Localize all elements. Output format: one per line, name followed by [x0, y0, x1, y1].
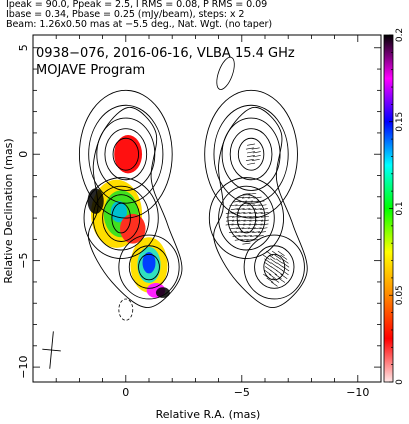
right-contour-1-1: [227, 194, 266, 242]
y-tick-label: −10: [17, 355, 30, 378]
left-contour-1-2: [92, 185, 150, 251]
axis-ticks: 0 −5 −10 5 0 −5 −10: [17, 35, 382, 399]
header-line-2: Ibase = 0.34, Pbase = 0.25 (mJy/beam), s…: [6, 9, 245, 20]
x-tick-label: −5: [234, 386, 250, 399]
polarization-vectors-2: [245, 143, 261, 165]
polarization-dark-edge-2: [155, 287, 170, 298]
right-contour-1-3: [208, 177, 285, 259]
right-contour-1-2: [218, 185, 275, 251]
left-contour-0-4: [78, 89, 173, 219]
colorbar-tick-label: 0.2: [395, 28, 405, 42]
left-outer-contour: [87, 106, 183, 308]
x-tick-label: −10: [346, 386, 369, 399]
map-contours: [42, 56, 308, 369]
chart-title: 0938−076, 2016-06-16, VLBA 15.4 GHz: [36, 46, 295, 61]
plot-border: [32, 34, 382, 383]
polarization-patch-7: [142, 252, 156, 274]
left-contour-2-2: [118, 234, 180, 300]
right-contour-2-2: [243, 234, 305, 300]
left-contour-1-0: [111, 202, 131, 234]
y-tick-label: 5: [17, 44, 30, 51]
left-contour-1-1: [102, 194, 141, 242]
right-contour-0-3: [213, 104, 289, 204]
left-contour-0-3: [88, 104, 164, 204]
colorbar: 0 0.05 0.1 0.15 0.2: [383, 28, 405, 385]
right-contour-2-0: [263, 253, 286, 281]
left-contour-2-0: [138, 253, 160, 281]
colorbar-tick-label: 0.05: [395, 285, 405, 305]
colorbar-tick-label: 0: [395, 379, 405, 385]
plot-frame: [32, 34, 382, 383]
y-tick-label: −5: [17, 253, 30, 269]
satellite-contour: [216, 56, 235, 90]
negative-contour: [118, 298, 134, 321]
colorbar-tick-label: 0.1: [395, 201, 405, 215]
left-contour-2-1: [128, 245, 170, 289]
y-tick-label: 0: [17, 151, 30, 158]
right-contour-0-4: [204, 89, 298, 219]
right-contour-0-0: [237, 137, 265, 171]
right-outer-contour: [213, 106, 308, 308]
right-contour-2-1: [254, 245, 295, 289]
beam-minor-axis: [42, 348, 61, 352]
left-contour-0-0: [112, 137, 140, 171]
left-contour-1-3: [83, 177, 159, 259]
left-contour-0-1: [104, 128, 148, 181]
polarization-vectors-0: [225, 192, 269, 245]
header-line-1: Ipeak = 90.0, Ppeak = 2.5, I RMS = 0.08,…: [6, 0, 268, 10]
right-contour-0-1: [229, 128, 273, 181]
polarization-patch-0: [114, 135, 143, 174]
colorbar-tick-label: 0.15: [395, 112, 405, 132]
y-axis-label: Relative Declination (mas): [2, 138, 15, 283]
right-contour-1-0: [236, 202, 257, 234]
x-tick-label: 0: [122, 386, 129, 399]
polarization-dark-edge: [87, 188, 104, 214]
polarization-vectors-1: [262, 250, 290, 287]
header-line-3: Beam: 1.26x0.50 mas at −5.5 deg., Nat. W…: [6, 19, 272, 30]
plot-area: [87, 135, 170, 298]
polarization-patch-3: [110, 201, 127, 223]
chart-subtitle: MOJAVE Program: [36, 63, 145, 78]
x-axis-label: Relative R.A. (mas): [156, 408, 261, 421]
